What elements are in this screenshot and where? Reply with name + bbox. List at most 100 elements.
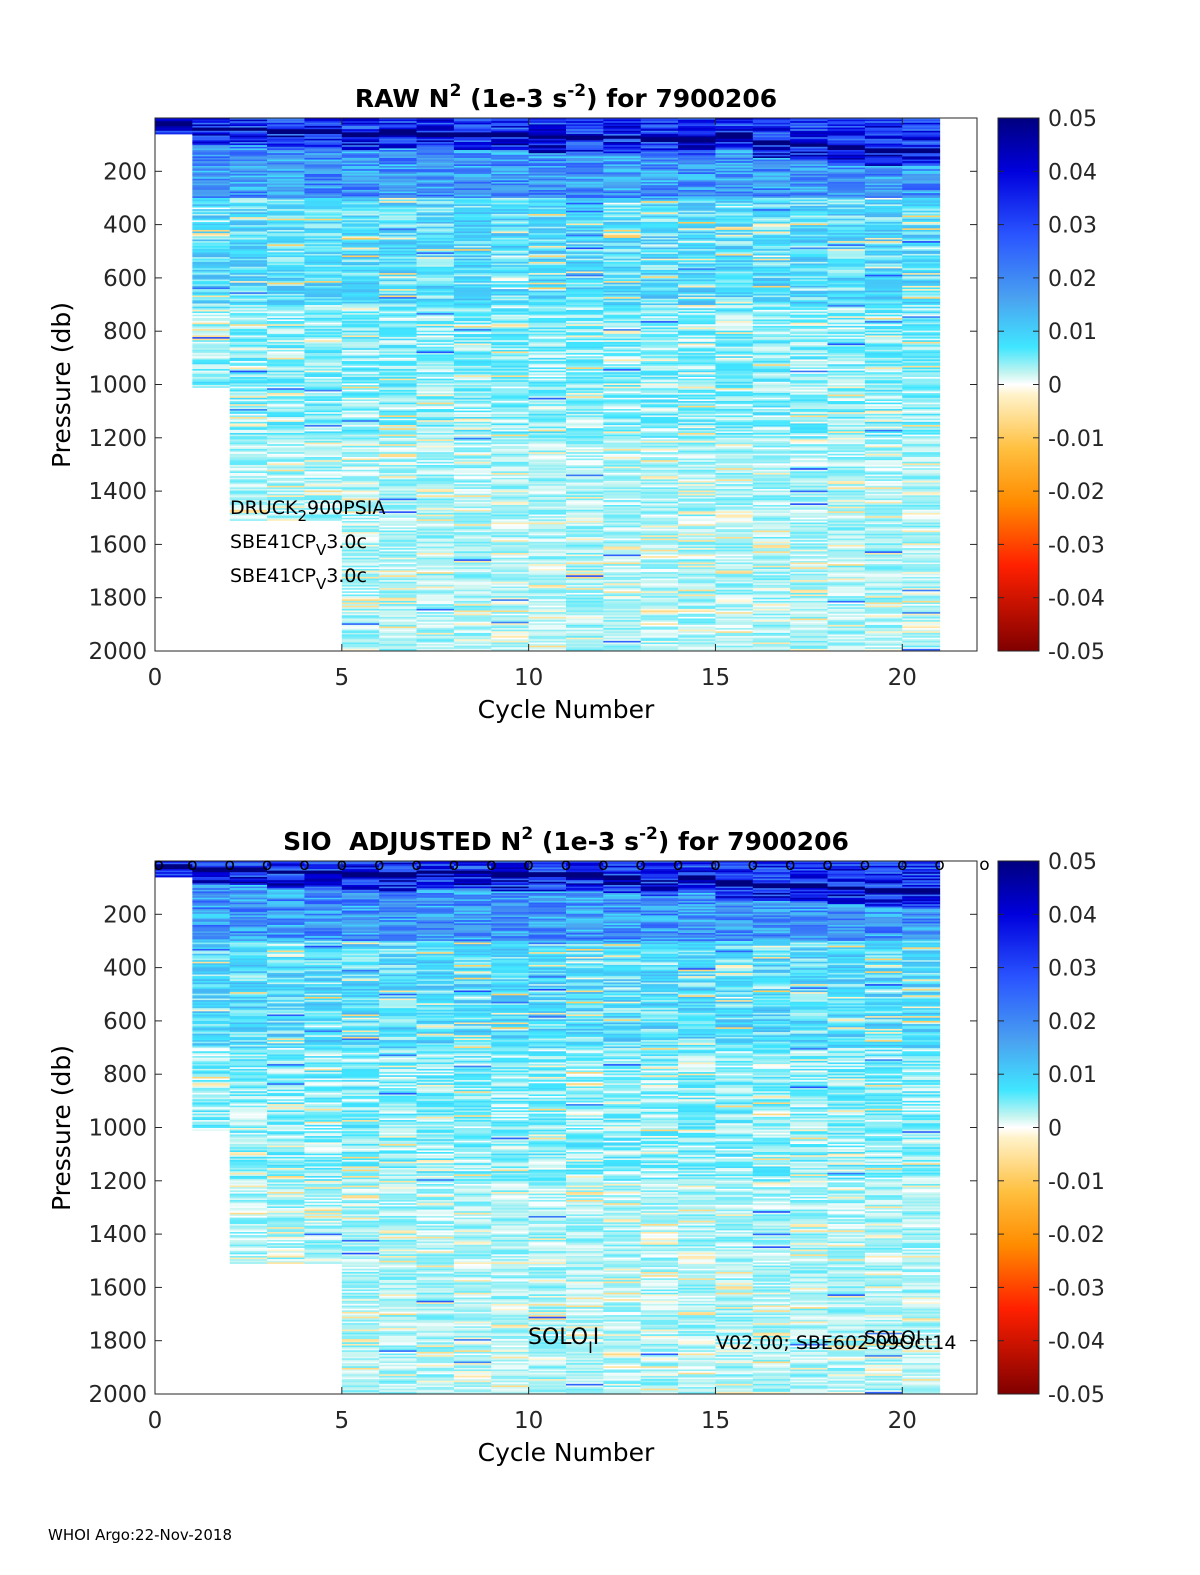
cell — [528, 361, 567, 364]
cell — [267, 205, 305, 208]
cell — [341, 250, 380, 253]
cell — [341, 349, 380, 352]
cell — [379, 287, 418, 290]
cell — [453, 173, 492, 176]
cell — [715, 498, 754, 501]
cell — [640, 153, 679, 156]
cell — [491, 516, 530, 519]
cell — [603, 354, 642, 357]
cell — [379, 437, 418, 440]
cell — [267, 140, 305, 143]
cell — [453, 322, 492, 325]
cell — [491, 508, 530, 511]
cell — [678, 250, 716, 253]
cell — [640, 471, 679, 474]
cell — [379, 282, 418, 285]
cell — [491, 645, 530, 648]
cell — [566, 445, 604, 448]
cell — [603, 508, 642, 511]
cell — [192, 228, 231, 231]
cell — [678, 567, 716, 570]
cell — [752, 252, 791, 255]
cell — [715, 492, 754, 495]
cell — [715, 578, 754, 581]
cell — [267, 391, 305, 394]
cell — [379, 252, 418, 255]
cell — [678, 261, 716, 264]
cell — [603, 584, 642, 587]
cell — [528, 484, 567, 487]
cell — [491, 378, 530, 381]
cell — [715, 551, 754, 554]
cell — [267, 367, 305, 370]
cell — [267, 298, 305, 301]
cell — [267, 223, 305, 226]
cell — [304, 447, 343, 450]
cell — [229, 485, 268, 488]
cell — [491, 559, 530, 562]
cell — [304, 178, 343, 181]
cell — [566, 514, 604, 517]
cell — [715, 581, 754, 584]
cell — [566, 213, 604, 216]
cell — [640, 506, 679, 509]
cell — [304, 156, 343, 159]
cell — [453, 210, 492, 213]
cell — [341, 612, 380, 615]
cell — [229, 258, 268, 261]
cell — [566, 346, 604, 349]
cell — [640, 399, 679, 402]
cell — [416, 281, 455, 284]
cell — [267, 169, 305, 172]
cell — [715, 471, 754, 474]
cell — [640, 632, 679, 635]
cell — [416, 495, 455, 498]
cell — [267, 373, 305, 376]
cell — [416, 260, 455, 263]
cell — [416, 377, 455, 380]
cell — [528, 425, 567, 428]
cell — [453, 175, 492, 178]
cell — [341, 575, 380, 578]
cell — [678, 493, 716, 496]
cell — [528, 284, 567, 287]
cell — [640, 383, 679, 386]
cell — [229, 421, 268, 424]
cell — [304, 329, 343, 332]
cell — [640, 121, 679, 124]
cell — [491, 588, 530, 591]
cell — [491, 385, 530, 388]
cell — [416, 485, 455, 488]
cell — [304, 274, 343, 277]
cell — [379, 327, 418, 330]
cell — [267, 351, 305, 354]
cell — [603, 274, 642, 277]
cell — [528, 520, 567, 523]
cell — [416, 565, 455, 568]
cell — [229, 399, 268, 402]
cell — [341, 620, 380, 623]
cell — [341, 383, 380, 386]
cell — [379, 127, 418, 130]
cell — [304, 255, 343, 258]
cell — [192, 378, 231, 381]
cell — [752, 348, 791, 351]
cell — [752, 285, 791, 288]
cell — [267, 340, 305, 343]
cell — [491, 186, 530, 189]
cell — [304, 231, 343, 234]
cell — [229, 445, 268, 448]
cell — [752, 423, 791, 426]
cell — [416, 306, 455, 309]
cell — [715, 161, 754, 164]
cell — [603, 469, 642, 472]
cell — [640, 565, 679, 568]
cell — [267, 322, 305, 325]
cell — [752, 202, 791, 205]
cell — [528, 455, 567, 458]
cell — [715, 596, 754, 599]
cell — [678, 298, 716, 301]
cell — [416, 124, 455, 127]
cell — [491, 487, 530, 490]
cell — [229, 257, 268, 260]
